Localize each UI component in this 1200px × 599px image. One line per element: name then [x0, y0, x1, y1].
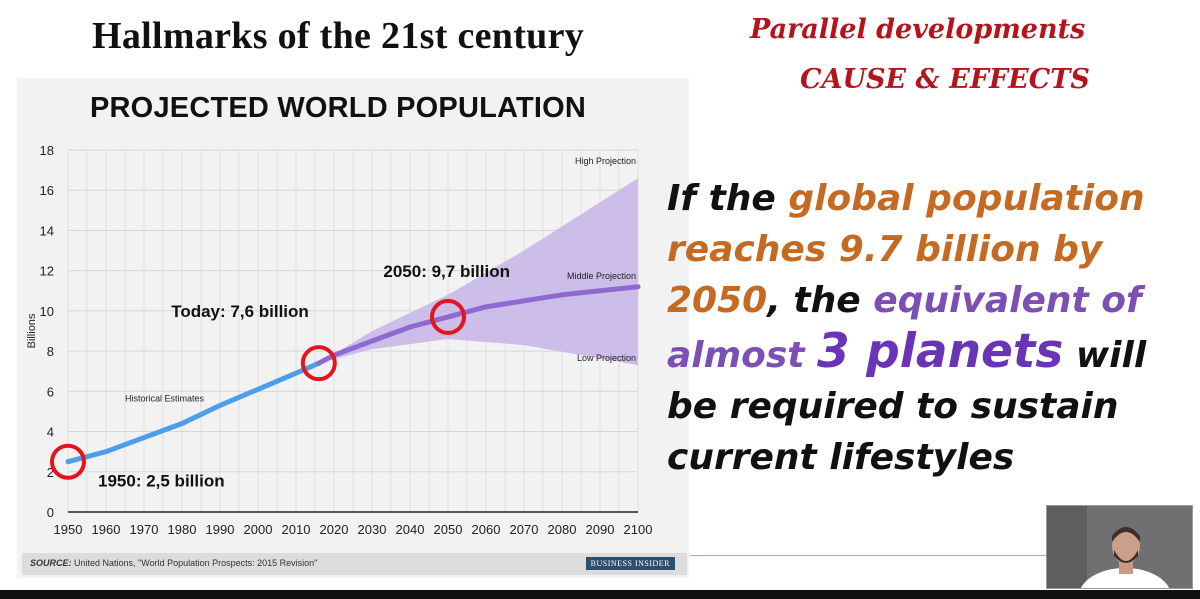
divider-line	[690, 555, 1046, 556]
annotation-circle	[50, 443, 86, 480]
x-tick-label: 2030	[358, 522, 387, 537]
body-highlight-planets: 3 planets	[817, 324, 1064, 379]
population-chart: 0 2 4 6 8 10 12 14 16 18 1950 1960 1970 1980 1990 2000 2…	[26, 143, 653, 537]
y-axis-label: Billions	[26, 313, 38, 348]
tagline-parallel: Parallel developments	[750, 14, 1086, 45]
x-tick-label: 2050	[434, 522, 463, 537]
y-tick-label: 6	[47, 384, 54, 399]
series-middle-projection-line	[316, 284, 641, 366]
x-tick-label: 2020	[320, 522, 349, 537]
y-tick-label: 18	[40, 143, 54, 158]
x-tick-label: 1990	[206, 522, 235, 537]
chart-title: PROJECTED WORLD POPULATION	[90, 92, 587, 124]
tagline-cause-effects: CAUSE & EFFECTS	[800, 64, 1090, 95]
body-part-3: , the	[767, 280, 874, 321]
y-tick-label: 8	[47, 344, 54, 359]
y-tick-label: 16	[40, 183, 54, 198]
source-citation: United Nations, "World Population Prospe…	[71, 558, 318, 568]
source-bar: SOURCE: United Nations, "World Populatio…	[22, 553, 687, 575]
business-insider-logo: BUSINESS INSIDER	[585, 557, 675, 570]
bottom-bar	[0, 590, 1200, 599]
source-label: SOURCE:	[30, 558, 72, 568]
annotation-label: 1950: 2,5 billion	[98, 472, 225, 491]
annotation-label: 2050: 9,7 billion	[383, 262, 510, 281]
body-part-1: If the	[667, 178, 789, 219]
annotation-circle	[430, 298, 466, 335]
source-text: SOURCE: United Nations, "World Populatio…	[30, 558, 317, 568]
x-tick-label: 1980	[168, 522, 197, 537]
projection-range-band	[318, 178, 638, 366]
y-tick-label: 0	[47, 505, 54, 520]
webcam-video	[1046, 505, 1193, 589]
label-high-projection: High Projection	[575, 156, 636, 166]
body-part-6: will be required to sustain current life…	[667, 335, 1147, 478]
y-tick-label: 12	[40, 264, 54, 279]
annotation-circle	[300, 345, 337, 382]
x-tick-label: 1950	[54, 522, 83, 537]
slide-body-text: If the global population reaches 9.7 bil…	[667, 173, 1192, 483]
label-middle-projection: Middle Projection	[567, 271, 636, 281]
series-historical-line	[65, 360, 322, 465]
slide-title: Hallmarks of the 21st century	[92, 15, 585, 57]
y-tick-label: 4	[47, 425, 54, 440]
presenter-avatar	[1047, 506, 1192, 588]
y-tick-label: 14	[40, 223, 54, 238]
x-tick-label: 2100	[624, 522, 653, 537]
y-tick-label: 10	[40, 304, 54, 319]
label-low-projection: Low Projection	[577, 353, 636, 363]
x-tick-label: 1960	[92, 522, 121, 537]
x-tick-label: 2070	[510, 522, 539, 537]
annotation-label: Today: 7,6 billion	[171, 302, 309, 321]
x-tick-label: 2040	[396, 522, 425, 537]
x-tick-label: 2000	[244, 522, 273, 537]
y-tick-label: 2	[47, 465, 54, 480]
x-tick-label: 2010	[282, 522, 311, 537]
x-tick-label: 1970	[130, 522, 159, 537]
label-historical-estimates: Historical Estimates	[125, 393, 205, 403]
x-tick-label: 2090	[586, 522, 615, 537]
body-highlight-population: global population reaches 9.7 billion by…	[667, 178, 1145, 321]
body-highlight-equivalent: equivalent of almost	[667, 280, 1142, 376]
x-tick-label: 2080	[548, 522, 577, 537]
x-tick-label: 2060	[472, 522, 501, 537]
